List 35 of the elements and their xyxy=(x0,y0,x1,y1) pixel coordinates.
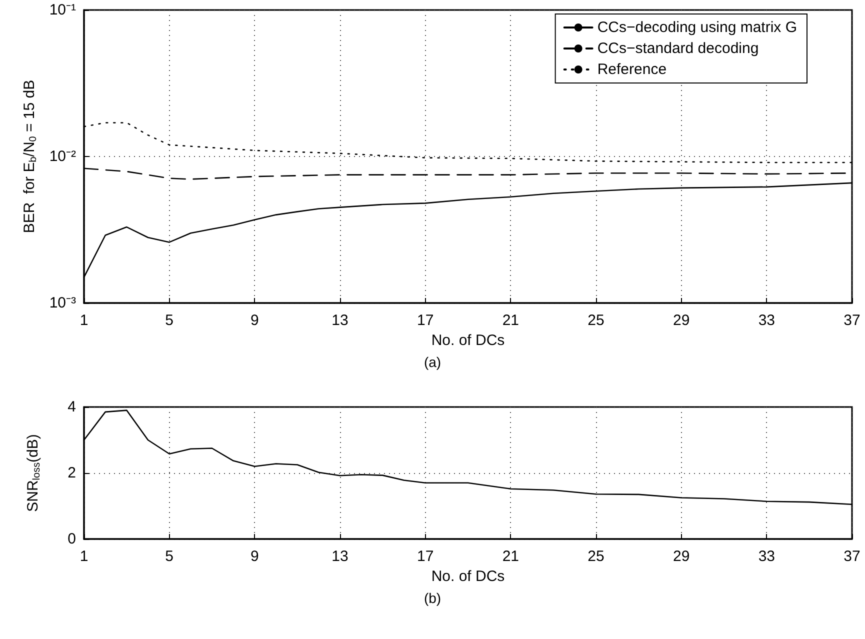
y-tick-label: 10⁻² xyxy=(49,148,76,165)
x-tick-label: 33 xyxy=(758,548,776,565)
y-tick-label: 0 xyxy=(68,530,76,548)
x-tick-label: 37 xyxy=(844,548,860,565)
x-tick-label: 17 xyxy=(416,548,434,565)
x-tick-label: 1 xyxy=(80,312,88,329)
x-axis-title: No. of DCs xyxy=(431,568,505,585)
text: (a) xyxy=(424,354,442,370)
x-tick-label: 29 xyxy=(672,312,690,329)
x-tick-label: 5 xyxy=(165,548,174,565)
x-tick-label: 5 xyxy=(165,312,174,329)
x-tick-label: 13 xyxy=(332,312,348,329)
legend-label: Reference xyxy=(597,61,667,78)
x-tick-label: 1 xyxy=(80,548,88,565)
y-tick-label: 4 xyxy=(68,398,76,416)
y-tick-label: 10⁻¹ xyxy=(49,2,76,18)
x-axis-title: No. of DCs xyxy=(431,332,505,349)
text: (b) xyxy=(424,590,442,606)
x-tick-label: 9 xyxy=(250,312,259,329)
y-tick-label: 2 xyxy=(68,464,76,482)
x-tick-label: 25 xyxy=(588,548,604,565)
x-tick-label: 37 xyxy=(844,312,860,329)
x-tick-label: 33 xyxy=(758,312,776,329)
legend-label: CCs−decoding using matrix G xyxy=(597,19,798,36)
x-tick-label: 29 xyxy=(672,548,690,565)
x-tick-label: 17 xyxy=(416,312,434,329)
y-tick-label: 10⁻³ xyxy=(49,294,76,312)
x-tick-label: 21 xyxy=(502,548,520,565)
x-tick-label: 21 xyxy=(502,312,520,329)
legend-label: CCs−standard decoding xyxy=(597,40,759,57)
y-axis-title: SNRloss(dB) xyxy=(24,434,42,512)
x-tick-label: 25 xyxy=(588,312,604,329)
x-tick-label: 13 xyxy=(332,548,348,565)
x-tick-label: 9 xyxy=(250,548,259,565)
y-axis-title: BER for Eb/N0 = 15 dB xyxy=(20,80,39,234)
